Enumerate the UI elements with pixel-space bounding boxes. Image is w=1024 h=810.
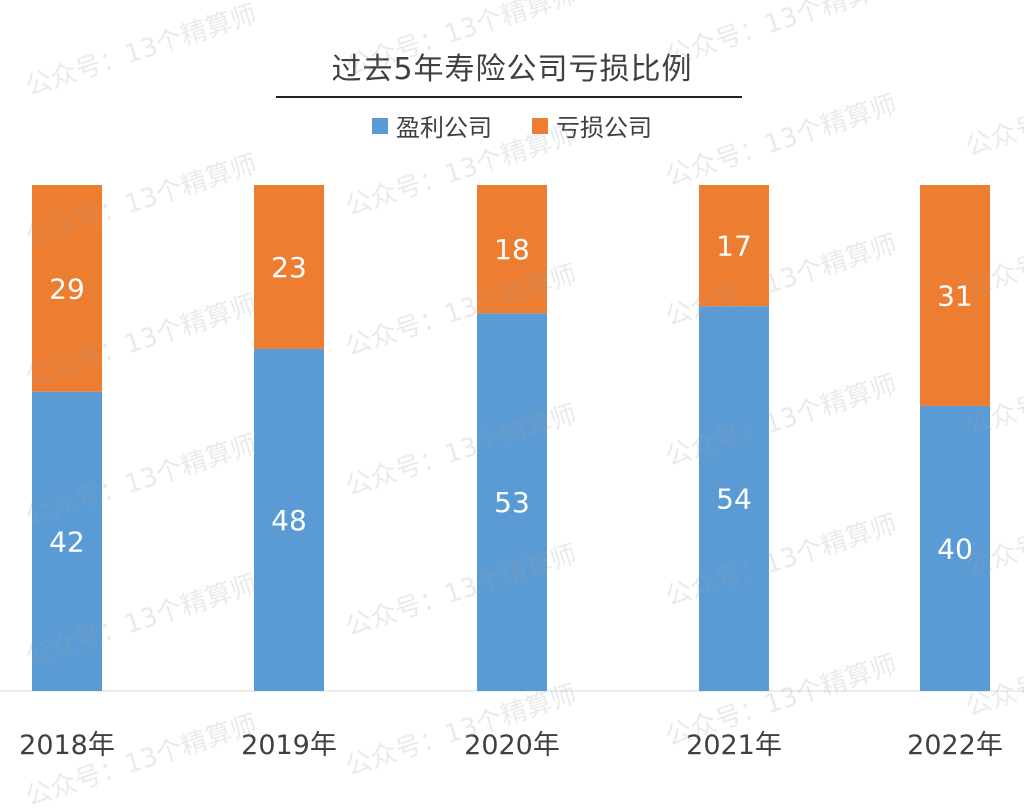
x-tick-label-4: 2022年 bbox=[907, 730, 1003, 761]
legend-label-profit: 盈利公司 bbox=[396, 114, 492, 142]
bar-loss-1 bbox=[254, 185, 324, 349]
bar-loss-4 bbox=[920, 185, 990, 406]
data-label-profit-4: 40 bbox=[937, 532, 973, 565]
x-tick-label-3: 2021年 bbox=[686, 730, 782, 761]
legend: 盈利公司 亏损公司 bbox=[0, 108, 1024, 143]
x-tick-label-1: 2019年 bbox=[241, 730, 337, 761]
data-label-profit-2: 53 bbox=[494, 486, 530, 519]
data-label-profit-0: 42 bbox=[49, 525, 85, 558]
bar-loss-3 bbox=[699, 185, 769, 307]
bar-loss-2 bbox=[477, 185, 547, 314]
data-label-loss-0: 29 bbox=[49, 272, 85, 305]
bar-profit-0 bbox=[32, 391, 102, 691]
title-underline bbox=[276, 96, 742, 98]
data-label-loss-3: 17 bbox=[716, 230, 752, 263]
legend-item-loss: 亏损公司 bbox=[532, 108, 652, 143]
legend-swatch-loss bbox=[532, 117, 548, 134]
bar-loss-0 bbox=[32, 185, 102, 392]
data-label-loss-4: 31 bbox=[937, 279, 973, 312]
legend-label-loss: 亏损公司 bbox=[556, 114, 652, 142]
legend-item-profit: 盈利公司 bbox=[372, 108, 492, 143]
bar-profit-3 bbox=[699, 306, 769, 691]
data-label-loss-2: 18 bbox=[494, 233, 530, 266]
x-tick-label-0: 2018年 bbox=[19, 730, 115, 761]
chart-title: 过去5年寿险公司亏损比例 bbox=[331, 52, 693, 87]
bar-profit-4 bbox=[920, 405, 990, 691]
data-label-profit-1: 48 bbox=[271, 504, 307, 537]
legend-swatch-profit bbox=[372, 117, 388, 134]
data-label-loss-1: 23 bbox=[271, 251, 307, 284]
x-tick-label-2: 2020年 bbox=[464, 730, 560, 761]
bar-profit-2 bbox=[477, 313, 547, 691]
bar-profit-1 bbox=[254, 348, 324, 691]
data-label-profit-3: 54 bbox=[716, 483, 752, 516]
